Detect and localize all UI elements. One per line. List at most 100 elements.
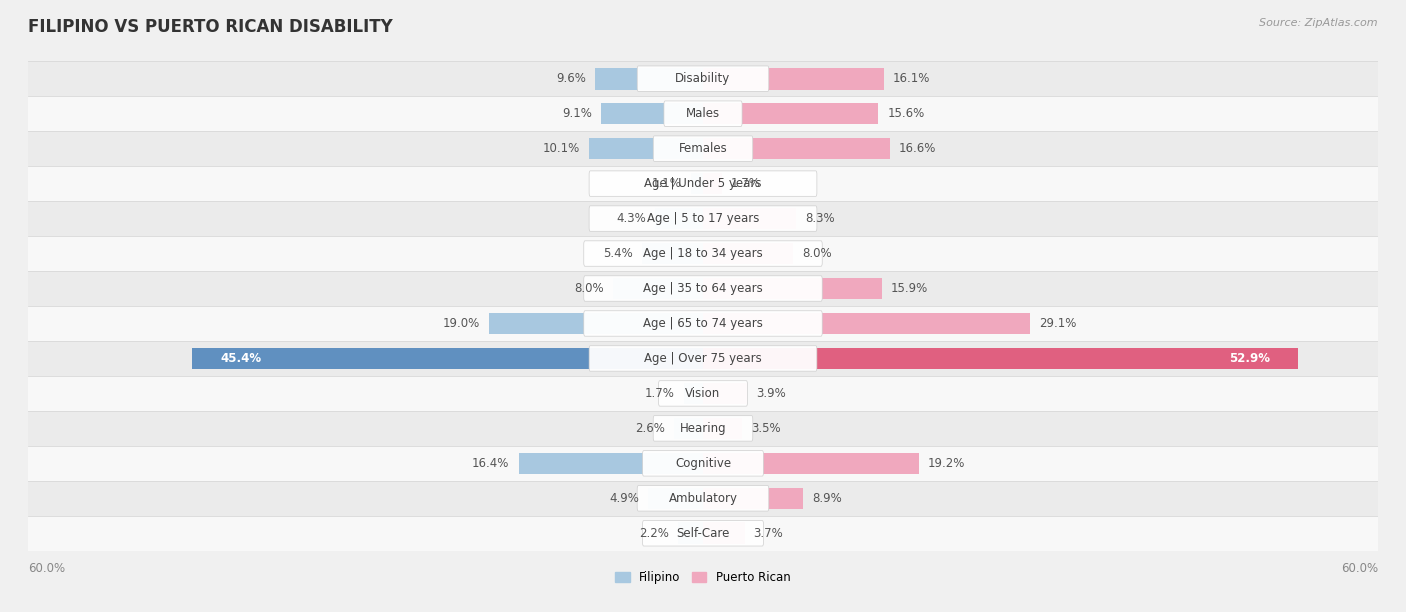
Text: Vision: Vision <box>685 387 721 400</box>
Text: 1.7%: 1.7% <box>645 387 675 400</box>
FancyBboxPatch shape <box>643 450 763 476</box>
Text: 8.9%: 8.9% <box>813 492 842 505</box>
Bar <box>28 271 1378 306</box>
Text: Age | Over 75 years: Age | Over 75 years <box>644 352 762 365</box>
Bar <box>683 382 703 405</box>
Bar <box>703 68 884 89</box>
Bar <box>703 417 742 439</box>
Text: 19.0%: 19.0% <box>443 317 481 330</box>
Text: 3.9%: 3.9% <box>756 387 786 400</box>
Bar <box>28 131 1378 166</box>
Bar <box>193 348 703 369</box>
Text: 19.2%: 19.2% <box>928 457 966 470</box>
Text: Cognitive: Cognitive <box>675 457 731 470</box>
Bar <box>595 68 703 89</box>
Bar <box>28 306 1378 341</box>
Text: 45.4%: 45.4% <box>221 352 262 365</box>
Bar <box>703 488 803 509</box>
Bar <box>703 523 745 544</box>
Text: 15.6%: 15.6% <box>887 107 925 120</box>
Text: 52.9%: 52.9% <box>1229 352 1270 365</box>
Bar <box>703 382 747 405</box>
Bar <box>519 452 703 474</box>
Bar <box>28 236 1378 271</box>
Bar <box>28 201 1378 236</box>
Text: 9.1%: 9.1% <box>562 107 592 120</box>
Bar <box>703 278 882 299</box>
Bar <box>703 138 890 160</box>
Text: 60.0%: 60.0% <box>28 562 65 575</box>
FancyBboxPatch shape <box>589 206 817 231</box>
Bar <box>703 243 793 264</box>
Bar <box>643 243 703 264</box>
FancyBboxPatch shape <box>589 346 817 371</box>
Text: Source: ZipAtlas.com: Source: ZipAtlas.com <box>1260 18 1378 28</box>
Text: 8.0%: 8.0% <box>801 247 831 260</box>
FancyBboxPatch shape <box>654 136 752 162</box>
FancyBboxPatch shape <box>637 66 769 91</box>
Text: Disability: Disability <box>675 72 731 85</box>
Text: FILIPINO VS PUERTO RICAN DISABILITY: FILIPINO VS PUERTO RICAN DISABILITY <box>28 18 392 36</box>
Bar <box>655 207 703 230</box>
Text: Males: Males <box>686 107 720 120</box>
Bar <box>703 452 920 474</box>
Bar <box>690 173 703 195</box>
Bar <box>28 341 1378 376</box>
FancyBboxPatch shape <box>658 381 748 406</box>
Bar <box>678 523 703 544</box>
Text: 1.7%: 1.7% <box>731 177 761 190</box>
Text: 5.4%: 5.4% <box>603 247 633 260</box>
Bar <box>703 313 1031 334</box>
Text: 2.2%: 2.2% <box>640 527 669 540</box>
Text: 15.9%: 15.9% <box>891 282 928 295</box>
Text: 9.6%: 9.6% <box>557 72 586 85</box>
Text: 1.1%: 1.1% <box>652 177 682 190</box>
Bar <box>673 417 703 439</box>
Text: 4.3%: 4.3% <box>616 212 645 225</box>
Text: 2.6%: 2.6% <box>636 422 665 435</box>
FancyBboxPatch shape <box>583 276 823 301</box>
Bar <box>489 313 703 334</box>
Text: 10.1%: 10.1% <box>543 142 581 155</box>
Bar <box>613 278 703 299</box>
FancyBboxPatch shape <box>589 171 817 196</box>
Text: Age | Under 5 years: Age | Under 5 years <box>644 177 762 190</box>
Text: 8.0%: 8.0% <box>575 282 605 295</box>
Text: Self-Care: Self-Care <box>676 527 730 540</box>
FancyBboxPatch shape <box>643 521 763 546</box>
Text: 29.1%: 29.1% <box>1039 317 1077 330</box>
Bar <box>28 516 1378 551</box>
FancyBboxPatch shape <box>654 416 752 441</box>
FancyBboxPatch shape <box>637 486 769 511</box>
FancyBboxPatch shape <box>664 101 742 126</box>
Text: Hearing: Hearing <box>679 422 727 435</box>
Bar <box>703 173 723 195</box>
Bar <box>589 138 703 160</box>
Text: 8.3%: 8.3% <box>806 212 835 225</box>
Bar <box>28 446 1378 481</box>
FancyBboxPatch shape <box>583 241 823 266</box>
Text: Age | 35 to 64 years: Age | 35 to 64 years <box>643 282 763 295</box>
Text: 16.4%: 16.4% <box>472 457 509 470</box>
Text: Females: Females <box>679 142 727 155</box>
Text: Age | 18 to 34 years: Age | 18 to 34 years <box>643 247 763 260</box>
Bar <box>28 166 1378 201</box>
Text: Ambulatory: Ambulatory <box>668 492 738 505</box>
Bar <box>28 376 1378 411</box>
Text: 16.6%: 16.6% <box>898 142 936 155</box>
Bar <box>703 348 1298 369</box>
Text: 60.0%: 60.0% <box>1341 562 1378 575</box>
Text: Age | 5 to 17 years: Age | 5 to 17 years <box>647 212 759 225</box>
Bar <box>648 488 703 509</box>
FancyBboxPatch shape <box>583 311 823 336</box>
Text: 4.9%: 4.9% <box>609 492 638 505</box>
Bar <box>28 411 1378 446</box>
Text: 3.7%: 3.7% <box>754 527 783 540</box>
Legend: Filipino, Puerto Rican: Filipino, Puerto Rican <box>610 567 796 589</box>
Bar <box>703 103 879 124</box>
Text: 16.1%: 16.1% <box>893 72 931 85</box>
Bar <box>600 103 703 124</box>
Text: 3.5%: 3.5% <box>751 422 780 435</box>
Bar <box>28 481 1378 516</box>
Bar <box>28 61 1378 96</box>
